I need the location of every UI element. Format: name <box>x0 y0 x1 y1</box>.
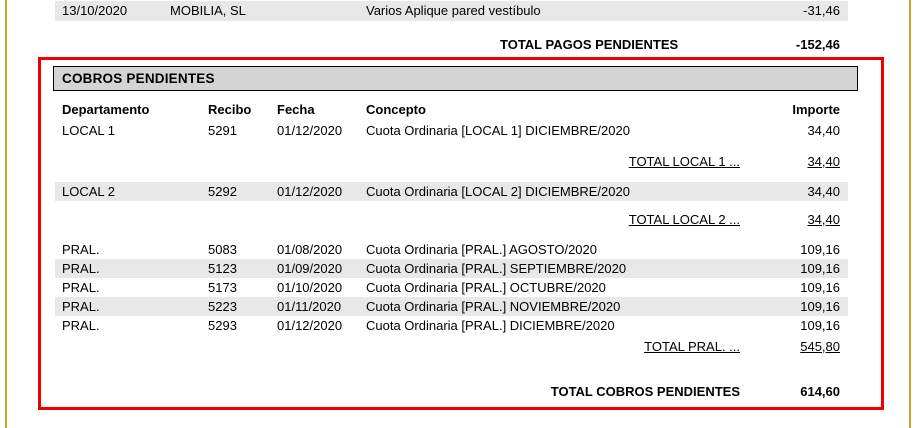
cell-importe: 109,16 <box>800 318 840 333</box>
cell-concepto: Cuota Ordinaria [LOCAL 1] DICIEMBRE/2020 <box>366 123 630 138</box>
cell-fecha: 01/11/2020 <box>277 299 342 314</box>
subtotal-row: TOTAL PRAL. ... 545,80 <box>0 337 917 356</box>
cell-fecha: 01/12/2020 <box>277 184 343 199</box>
total-cobros-pendientes-amount: 614,60 <box>800 384 840 399</box>
cell-departamento: PRAL. <box>62 299 100 314</box>
cell-departamento: LOCAL 1 <box>62 123 115 138</box>
cell-fecha: 01/10/2020 <box>277 280 343 295</box>
subtotal-label: TOTAL LOCAL 2 ... <box>628 212 740 227</box>
cell-fecha: 01/08/2020 <box>277 242 343 257</box>
total-pagos-pendientes-amount: -152,46 <box>795 37 840 52</box>
cell-concepto: Cuota Ordinaria [PRAL.] DICIEMBRE/2020 <box>366 318 615 333</box>
cell-importe: 109,16 <box>800 261 840 276</box>
cell-concepto: Cuota Ordinaria [LOCAL 2] DICIEMBRE/2020 <box>366 184 630 199</box>
column-header-recibo: Recibo <box>208 102 252 117</box>
cell-departamento: PRAL. <box>62 242 100 257</box>
cell-importe: 34,40 <box>807 123 840 138</box>
cell-departamento: PRAL. <box>62 261 100 276</box>
previous-section-last-row <box>55 1 848 21</box>
cell-importe: 109,16 <box>800 242 840 257</box>
cell-fecha: 01/09/2020 <box>277 261 343 276</box>
cell-fecha: 01/12/2020 <box>277 318 343 333</box>
table-row: PRAL. 5083 01/08/2020 Cuota Ordinaria [PRAL… <box>55 240 848 259</box>
column-header-departamento: Departamento <box>62 102 150 117</box>
cell-fecha: 01/12/2020 <box>277 123 343 138</box>
highlight-box <box>38 57 884 410</box>
cell-recibo: 5291 <box>208 123 237 138</box>
subtotal-row: TOTAL LOCAL 2 ... 34,40 <box>0 210 917 229</box>
section-title-bar: COBROS PENDIENTES <box>53 66 858 91</box>
cell-recibo: 5223 <box>208 299 237 314</box>
column-header-fecha: Fecha <box>277 102 315 117</box>
column-header-concepto: Concepto <box>366 102 426 117</box>
table-row: LOCAL 1 5291 01/12/2020 Cuota Ordinaria [LO… <box>55 121 848 140</box>
section-title-text: COBROS PENDIENTES <box>62 71 215 86</box>
cell-importe: 109,16 <box>800 299 840 314</box>
cell-recibo: 5292 <box>208 184 237 199</box>
table-row: LOCAL 2 5292 01/12/2020 Cuota Ordinaria [LO… <box>55 182 848 201</box>
subtotal-amount: 34,40 <box>807 212 840 227</box>
table-header-row: Departamento Recibo Fecha Concepto Impor… <box>0 102 917 120</box>
page-margin-guide-left <box>5 0 7 428</box>
total-cobros-pendientes-label: TOTAL COBROS PENDIENTES <box>550 384 740 399</box>
subtotal-amount: 545,80 <box>800 339 840 354</box>
table-row: PRAL. 5173 01/10/2020 Cuota Ordinaria [PRAL… <box>55 278 848 297</box>
subtotal-amount: 34,40 <box>807 154 840 169</box>
cell-recibo: 5173 <box>208 280 237 295</box>
cell-departamento: PRAL. <box>62 280 100 295</box>
cell-recibo: 5123 <box>208 261 237 276</box>
subtotal-row: TOTAL LOCAL 1 ... 34,40 <box>0 152 917 171</box>
table-row: PRAL. 5123 01/09/2020 Cuota Ordinaria [PRAL… <box>55 259 848 278</box>
previous-row-amount: -31,46 <box>803 3 840 18</box>
table-row: PRAL. 5293 01/12/2020 Cuota Ordinaria [PRAL… <box>55 316 848 335</box>
cell-importe: 34,40 <box>807 184 840 199</box>
table-row: PRAL. 5223 01/11/2020 Cuota Ordinaria [PRAL… <box>55 297 848 316</box>
cell-departamento: PRAL. <box>62 318 100 333</box>
grand-total-row: TOTAL COBROS PENDIENTES 614,60 <box>0 384 917 404</box>
cell-recibo: 5083 <box>208 242 237 257</box>
previous-row-provider: MOBILIA, SL <box>170 3 246 18</box>
cell-concepto: Cuota Ordinaria [PRAL.] SEPTIEMBRE/2020 <box>366 261 627 276</box>
cell-recibo: 5293 <box>208 318 237 333</box>
previous-row-concept: Varios Aplique pared vestíbulo <box>366 3 541 18</box>
cell-concepto: Cuota Ordinaria [PRAL.] AGOSTO/2020 <box>366 242 597 257</box>
cell-concepto: Cuota Ordinaria [PRAL.] NOVIEMBRE/2020 <box>366 299 621 314</box>
page-margin-guide-right <box>909 0 911 428</box>
column-header-importe: Importe <box>792 102 840 117</box>
cell-departamento: LOCAL 2 <box>62 184 115 199</box>
subtotal-label: TOTAL LOCAL 1 ... <box>628 154 740 169</box>
subtotal-label: TOTAL PRAL. ... <box>644 339 740 354</box>
cell-concepto: Cuota Ordinaria [PRAL.] OCTUBRE/2020 <box>366 280 606 295</box>
previous-row-date: 13/10/2020 <box>62 3 128 18</box>
cell-importe: 109,16 <box>800 280 840 295</box>
total-pagos-pendientes-label: TOTAL PAGOS PENDIENTES <box>500 37 679 52</box>
